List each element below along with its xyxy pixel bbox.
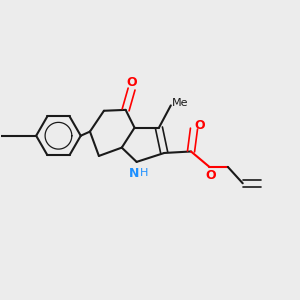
Text: N: N <box>128 167 139 180</box>
Text: O: O <box>205 169 216 182</box>
Text: O: O <box>194 118 205 131</box>
Text: O: O <box>126 76 137 89</box>
Text: H: H <box>140 168 148 178</box>
Text: Me: Me <box>172 98 188 108</box>
